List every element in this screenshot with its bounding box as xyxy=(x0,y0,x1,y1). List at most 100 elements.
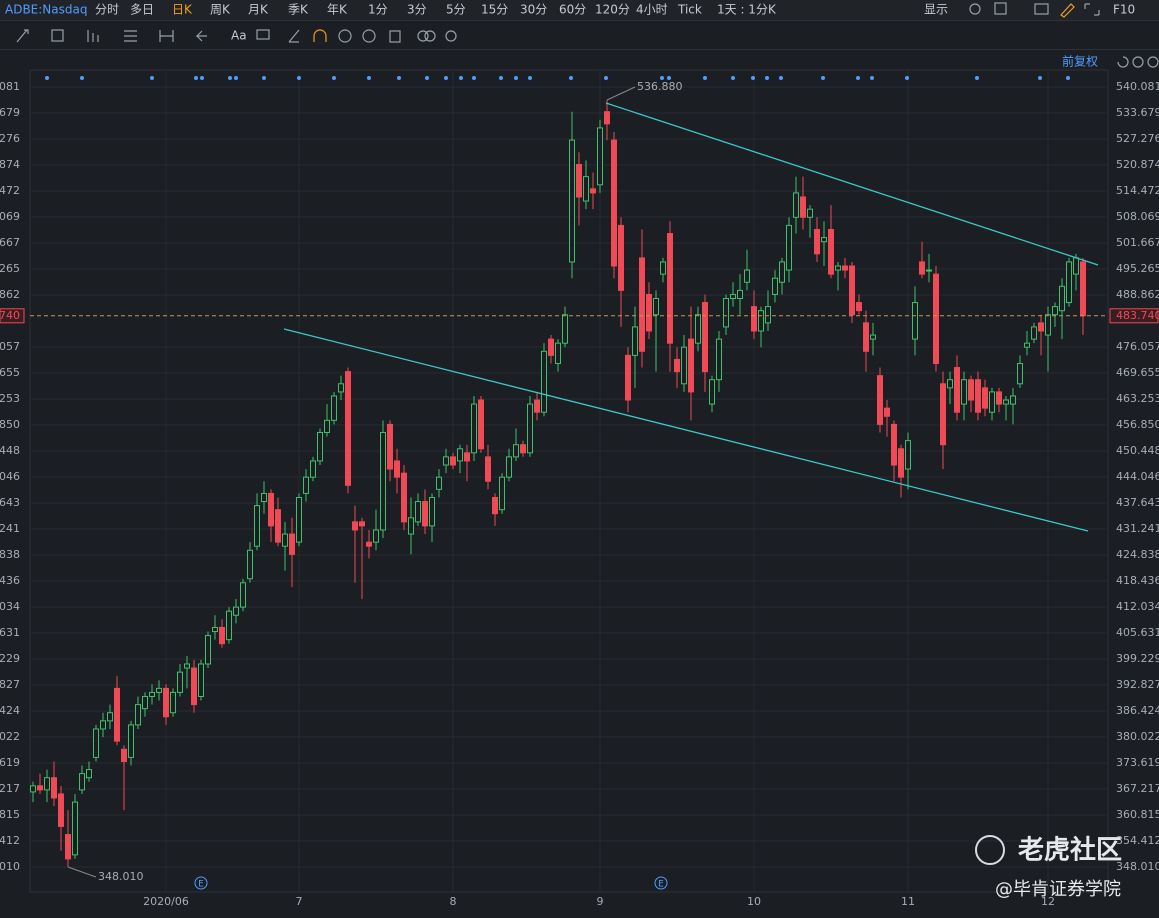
y-tick-label: 399.229 xyxy=(0,652,20,665)
y-tick-label: 533.679 xyxy=(1116,106,1159,119)
tool-icon[interactable] xyxy=(159,30,174,42)
candle-body xyxy=(877,375,883,425)
period-tab[interactable]: 1天 : 1分K xyxy=(717,3,777,17)
candle-body xyxy=(1024,342,1030,348)
reset-icon[interactable] xyxy=(1117,56,1129,68)
candle-body xyxy=(702,302,708,373)
period-tab[interactable]: ADBE:Nasdaq xyxy=(5,3,87,17)
period-tab[interactable]: 4小时 xyxy=(636,3,668,17)
tool-icon[interactable] xyxy=(16,29,29,43)
candle-body xyxy=(1052,306,1058,316)
candle-body xyxy=(807,208,813,218)
settings-icon[interactable] xyxy=(969,3,981,15)
period-tab[interactable]: 3分 xyxy=(407,3,427,17)
tool-icon[interactable] xyxy=(389,30,401,43)
last-price-label: 483.740 xyxy=(1116,309,1159,322)
period-tab[interactable]: 15分 xyxy=(481,3,508,17)
period-tab[interactable]: 60分 xyxy=(559,3,586,17)
y-tick-label: 495.265 xyxy=(0,262,20,275)
candle-body xyxy=(625,354,631,401)
candle-body xyxy=(975,379,981,413)
candle-body xyxy=(51,777,57,799)
event-dot xyxy=(472,76,476,80)
period-tab[interactable]: F10 xyxy=(1113,3,1135,17)
camera-icon[interactable] xyxy=(1034,3,1049,15)
zoom-in[interactable] xyxy=(1147,56,1159,68)
y-tick-label: 367.217 xyxy=(0,782,20,795)
candle-body xyxy=(527,403,533,454)
tool-icon[interactable] xyxy=(288,29,300,43)
candle-body xyxy=(464,452,470,462)
y-tick-label: 412.034 xyxy=(1116,600,1159,613)
candle-body xyxy=(681,346,687,385)
trend-line xyxy=(283,328,1089,532)
tool-icon[interactable] xyxy=(195,30,207,42)
period-tab[interactable]: 季K xyxy=(288,3,309,17)
period-tab[interactable]: Tick xyxy=(677,3,702,17)
period-tab[interactable]: 日K xyxy=(172,3,193,17)
candle-body xyxy=(856,302,862,312)
y-tick-label: 431.241 xyxy=(1116,522,1159,535)
fullscreen-icon[interactable] xyxy=(1084,3,1100,16)
font-tool[interactable]: Aa xyxy=(231,29,247,43)
min-label: 348.010 xyxy=(98,870,144,883)
period-tab[interactable]: 年K xyxy=(327,3,348,17)
event-icon xyxy=(194,876,208,890)
tool-icon[interactable] xyxy=(417,30,429,42)
adjust-mode[interactable]: 前复权 xyxy=(1062,54,1098,69)
y-tick-label: 392.827 xyxy=(1116,678,1159,691)
candle-body xyxy=(849,265,855,316)
checkbox[interactable] xyxy=(994,2,1007,15)
y-tick-label: 527.276 xyxy=(1116,132,1159,145)
period-tab[interactable]: 分时 xyxy=(95,3,119,17)
candle-body xyxy=(632,326,638,356)
candle-body xyxy=(961,379,967,405)
tool-icon[interactable] xyxy=(51,29,64,42)
period-tab[interactable]: 周K xyxy=(210,3,231,17)
period-tab[interactable]: 120分 xyxy=(595,3,630,17)
y-tick-label: 501.667 xyxy=(1116,236,1159,249)
period-tab[interactable]: 1分 xyxy=(368,3,388,17)
y-tick-label: 527.276 xyxy=(0,132,20,145)
tool-icon[interactable] xyxy=(124,30,137,42)
period-tab[interactable]: 多日 xyxy=(130,3,154,17)
tool-icon[interactable] xyxy=(256,29,270,40)
tool-icon[interactable] xyxy=(313,29,327,42)
period-bar xyxy=(0,0,1159,20)
candle-body xyxy=(1059,285,1065,312)
period-tab[interactable]: 30分 xyxy=(520,3,547,17)
period-tab[interactable]: 5分 xyxy=(446,3,466,17)
event-dot xyxy=(367,76,371,80)
event-dot xyxy=(1066,76,1070,80)
candle-body xyxy=(233,606,239,616)
period-tab[interactable]: 月K xyxy=(248,3,269,17)
tool-icon[interactable] xyxy=(424,30,436,42)
y-tick-label: 431.241 xyxy=(0,522,20,535)
candle-body xyxy=(597,127,603,186)
candle-body xyxy=(72,801,78,856)
candle-body xyxy=(163,687,169,718)
event-dot xyxy=(332,76,336,80)
candle-body xyxy=(1017,362,1023,385)
candle-body xyxy=(1003,399,1009,405)
event-dot xyxy=(499,76,503,80)
y-tick-label: 495.265 xyxy=(1116,262,1159,275)
y-tick-label: 514.472 xyxy=(0,184,20,197)
candle-body xyxy=(660,261,666,275)
period-tab[interactable]: 显示 xyxy=(924,3,948,17)
last-price-box xyxy=(0,308,25,324)
y-tick-label: 437.643 xyxy=(0,496,20,509)
y-tick-label: 412.034 xyxy=(0,600,20,613)
candle-body xyxy=(779,261,785,283)
zoom-out[interactable] xyxy=(1132,56,1144,68)
tool-icon[interactable] xyxy=(445,30,457,42)
pen-icon[interactable] xyxy=(1060,3,1075,18)
tool-icon[interactable] xyxy=(338,29,352,43)
tool-icon[interactable] xyxy=(87,30,99,42)
y-tick-label: 392.827 xyxy=(0,678,20,691)
y-tick-label: 348.010 xyxy=(0,860,20,873)
x-tick-label: 8 xyxy=(450,895,457,908)
y-tick-label: 520.874 xyxy=(1116,158,1159,171)
tool-icon[interactable] xyxy=(362,29,376,43)
candle-body xyxy=(485,456,491,482)
